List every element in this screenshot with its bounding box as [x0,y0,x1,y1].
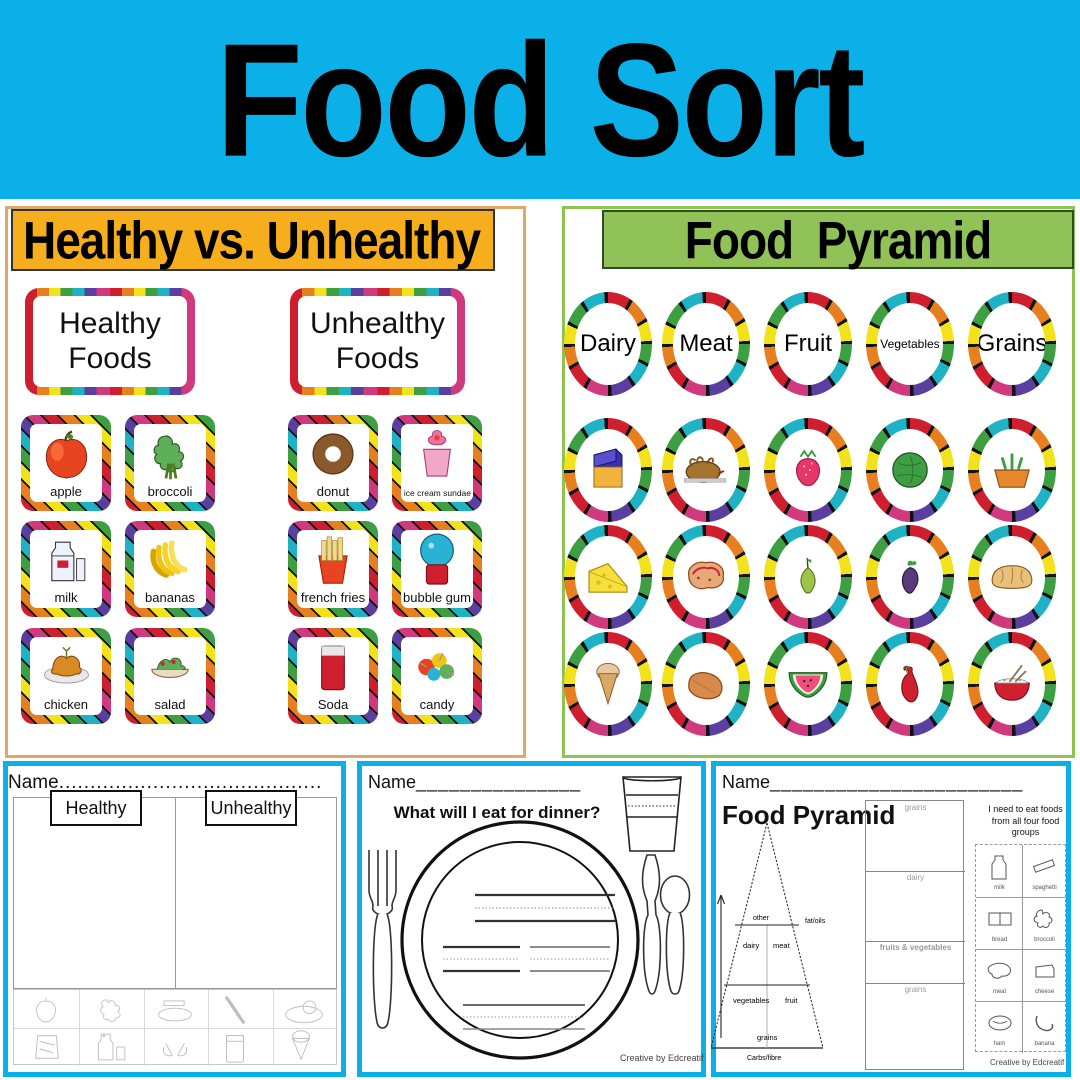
svg-text:grains: grains [757,1033,778,1042]
svg-text:vegetables: vegetables [733,996,770,1005]
svg-text:fat/oils: fat/oils [805,918,826,925]
svg-text:fruit: fruit [785,996,798,1005]
svg-text:other: other [753,915,770,922]
svg-text:Carbs/fibre: Carbs/fibre [747,1055,781,1062]
svg-text:dairy: dairy [743,941,760,950]
svg-text:meat: meat [773,941,791,950]
